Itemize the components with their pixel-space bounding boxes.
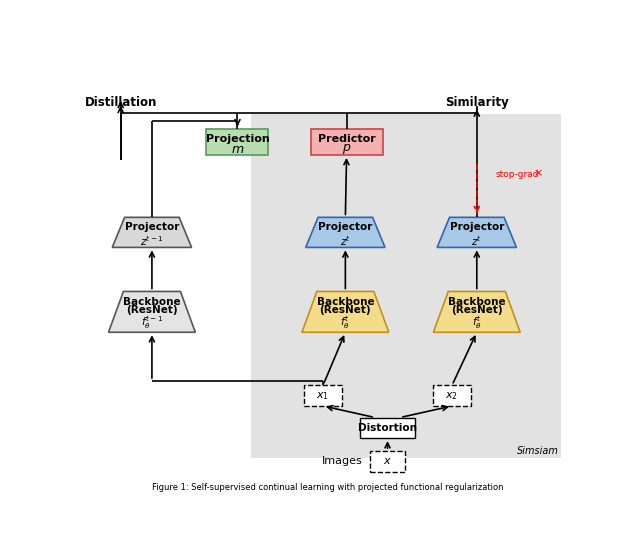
Text: Backbone: Backbone <box>448 296 506 306</box>
Text: Projector: Projector <box>450 222 504 232</box>
Text: $x_2$: $x_2$ <box>445 389 458 402</box>
Text: Backbone: Backbone <box>123 296 180 306</box>
Text: $f_\theta^t$: $f_\theta^t$ <box>472 315 482 331</box>
Text: $f_\theta^t$: $f_\theta^t$ <box>340 315 350 331</box>
Text: (ResNet): (ResNet) <box>319 305 371 315</box>
FancyBboxPatch shape <box>310 129 383 155</box>
FancyBboxPatch shape <box>370 451 405 472</box>
Text: Distillation: Distillation <box>84 95 157 109</box>
Text: Distortion: Distortion <box>358 423 417 433</box>
Text: $z^{t-1}$: $z^{t-1}$ <box>140 234 164 248</box>
FancyBboxPatch shape <box>207 129 269 155</box>
Text: (ResNet): (ResNet) <box>126 305 178 315</box>
FancyBboxPatch shape <box>433 386 471 406</box>
Text: Projector: Projector <box>125 222 179 232</box>
Text: Projection: Projection <box>205 133 269 143</box>
Text: (ResNet): (ResNet) <box>451 305 502 315</box>
Polygon shape <box>306 217 385 247</box>
Text: Projector: Projector <box>318 222 372 232</box>
Polygon shape <box>302 291 388 332</box>
Polygon shape <box>109 291 195 332</box>
Text: $f_\theta^{t-1}$: $f_\theta^{t-1}$ <box>141 315 163 331</box>
Text: Simsiam: Simsiam <box>516 446 559 456</box>
Polygon shape <box>112 217 191 247</box>
FancyBboxPatch shape <box>304 386 342 406</box>
Text: Backbone: Backbone <box>317 296 374 306</box>
Text: $p$: $p$ <box>342 142 351 156</box>
Text: $z^t$: $z^t$ <box>471 234 483 248</box>
Polygon shape <box>433 291 520 332</box>
Text: Similarity: Similarity <box>445 95 509 109</box>
Polygon shape <box>437 217 516 247</box>
FancyBboxPatch shape <box>360 417 415 438</box>
Text: $x$: $x$ <box>383 456 392 466</box>
Text: $\times$: $\times$ <box>533 169 543 179</box>
Text: $z^t$: $z^t$ <box>340 234 351 248</box>
Text: Images: Images <box>321 456 362 466</box>
FancyBboxPatch shape <box>251 114 561 458</box>
Text: $m$: $m$ <box>231 143 244 156</box>
Text: $x_1$: $x_1$ <box>317 389 330 402</box>
Text: stop-grad: stop-grad <box>495 170 539 179</box>
Text: Figure 1: Self-supervised continual learning with projected functional regulariz: Figure 1: Self-supervised continual lear… <box>152 483 504 492</box>
Text: Predictor: Predictor <box>317 133 376 143</box>
